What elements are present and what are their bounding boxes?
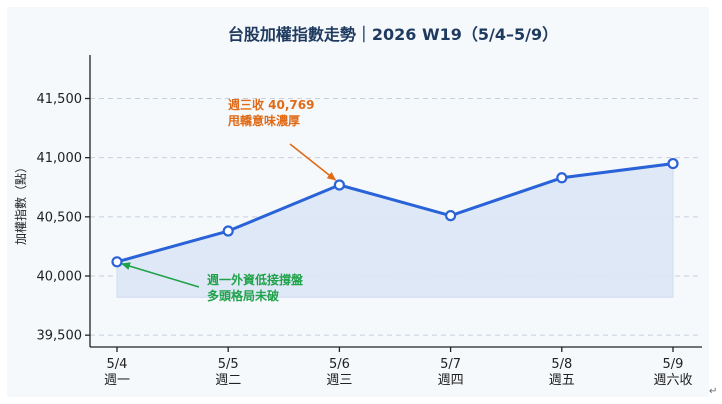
y-tick-label: 41,500 (37, 92, 83, 107)
annotation-text: 甩轎意味濃厚 (228, 113, 300, 128)
data-point (667, 157, 679, 170)
line-layer (115, 162, 675, 264)
data-point (111, 256, 123, 268)
x-tick-label: 5/9 (663, 357, 684, 372)
x-tick-sublabel: 週一 (104, 373, 130, 388)
point-layer (111, 157, 679, 268)
axis-layer (89, 55, 702, 348)
x-tick-label: 5/5 (218, 357, 239, 372)
x-tick-label: 5/6 (329, 357, 350, 372)
chart-title: 台股加權指數走勢｜2026 W19（5/4–5/9） (228, 25, 558, 44)
x-tick-sublabel: 週五 (549, 373, 575, 388)
x-tick-sublabel: 週四 (438, 373, 464, 388)
chart-card: 台股加權指數走勢｜2026 W19（5/4–5/9） 39,500 40,000 4… (7, 7, 709, 397)
data-point (333, 179, 345, 191)
x-tick-sublabel: 週三 (326, 373, 352, 388)
return-mark-icon: ↵ (709, 386, 718, 397)
annotation-text: 多頭格局未破 (207, 288, 279, 303)
y-tick-label: 40,500 (37, 210, 83, 225)
y-axis-label: 加權指數（點） (13, 161, 28, 245)
y-tick-label: 41,000 (37, 151, 83, 166)
data-point (556, 172, 568, 184)
series-area-fill (116, 163, 674, 298)
y-tick-label: 39,500 (37, 329, 83, 344)
x-tick-sublabel: 週六收 (653, 373, 692, 388)
x-tick-label: 5/7 (440, 357, 461, 372)
y-tick-layer: 39,500 40,000 40,500 41,000 41,500 (37, 92, 90, 344)
annotation-text: 週一外資低接撐盤 (207, 272, 304, 287)
annotation-arrow (289, 143, 337, 181)
chart-svg: 台股加權指數走勢｜2026 W19（5/4–5/9） 39,500 40,000 4… (13, 25, 702, 388)
x-tick-label: 5/8 (551, 357, 572, 372)
x-tick-sublabel: 週二 (215, 373, 241, 388)
annotation-text: 週三收 40,769 (228, 97, 315, 112)
annotation-arrow (121, 262, 200, 288)
data-point (445, 210, 457, 222)
y-tick-label: 40,000 (37, 270, 83, 285)
data-point (222, 225, 234, 237)
area-layer (116, 163, 674, 298)
series-line (115, 162, 675, 264)
x-tick-label: 5/4 (107, 357, 128, 372)
